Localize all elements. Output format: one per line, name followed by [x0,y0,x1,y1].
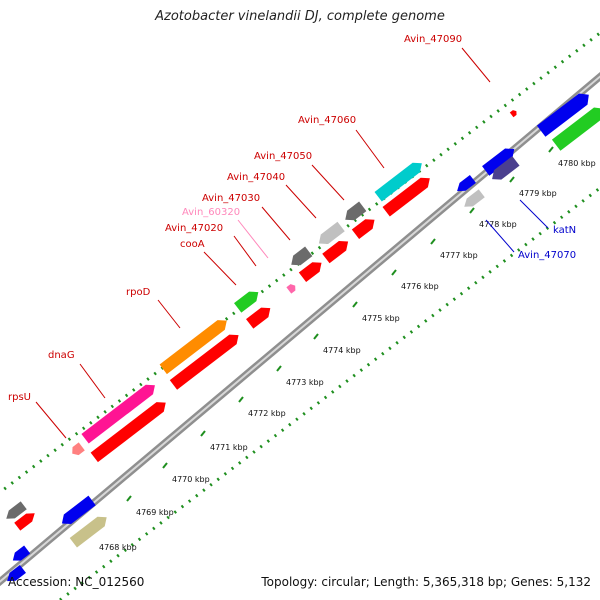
gene-label: Avin_60320 [182,207,240,218]
tick-mark [162,462,168,469]
tick-mark [391,269,397,276]
gene-arrow [12,545,31,561]
gene-arrow [536,93,589,137]
kbp-ticks: 4768 kbp 4769 kbp 4770 kbp 4771 kbp 4772 kbp… [89,146,596,552]
tick-mark [548,146,554,153]
leader-line [311,164,345,201]
gene-label: Avin_47090 [404,34,462,45]
leader-line [355,129,385,169]
gene-arrow [7,564,26,582]
gene-label: Avin_47050 [254,151,312,162]
tick-label: 4770 kbp [172,475,210,484]
tick-mark [238,396,244,403]
tick-label: 4776 kbp [401,282,439,291]
gene-label: Avin_47070 [518,250,576,261]
map-title: Azotobacter vinelandii DJ, complete geno… [155,9,445,24]
gene-label: cooA [180,239,205,250]
gene-arrow [246,307,271,329]
gene-label: Avin_47030 [202,193,260,204]
gene-arrow [492,156,520,180]
gene-arrow [61,495,96,525]
gene-label: Avin_47040 [227,172,285,183]
tick-label: 4775 kbp [362,314,400,323]
tick-label: 4777 kbp [440,251,478,260]
leader-line [261,206,291,241]
gene-arrow [234,291,259,313]
tick-mark [126,495,132,502]
gene-label: katN [553,225,576,236]
genome-backbone [0,72,600,587]
gene-arrow [551,107,600,151]
tick-dot-tracks [0,31,600,600]
backbone-line [0,72,600,587]
tick-label: 4772 kbp [248,409,286,418]
gene-arrow [90,402,166,463]
tick-label: 4774 kbp [323,346,361,355]
tick-mark [509,176,515,183]
leader-line [203,251,237,286]
tick-label: 4769 kbp [136,508,174,517]
leader-line [79,363,106,399]
gene-arrow [351,219,375,240]
label-leader-lines [35,47,549,439]
accession-text: Accession: NC_012560 [8,575,145,589]
gene-arrow [322,240,349,264]
gene-arrow [72,442,85,456]
gene-features [6,93,600,582]
gene-arrow [345,201,367,221]
gene-arrow [464,189,485,207]
tick-label: 4779 kbp [519,189,557,198]
gene-label: rpsU [8,392,31,403]
gene-arrow [159,320,227,375]
leader-line [285,184,317,219]
gene-label: Avin_47060 [298,115,356,126]
gene-label: rpoD [126,287,151,298]
gene-labels: rpsU dnaG rpoD cooA Avin_47020 Avin_60320 Avin… [8,34,576,403]
gene-arrow [291,246,313,266]
gene-label: Avin_47020 [165,223,223,234]
gene-arrow [14,513,35,531]
tick-mark [430,238,436,245]
gene-arrow [382,177,430,217]
leader-line [35,401,67,439]
gene-arrow [81,384,155,444]
gene-arrow [286,284,296,294]
gene-arrow [482,148,515,176]
gene-arrow [457,174,476,192]
gene-arrow [6,501,27,519]
tick-label: 4773 kbp [286,378,324,387]
tick-mark [200,430,206,437]
tick-label: 4768 kbp [99,543,137,552]
gene-arrow [298,262,322,283]
gene-arrow [169,334,239,390]
topology-summary-text: Topology: circular; Length: 5,365,318 bp… [261,575,591,589]
tick-mark [313,333,319,340]
leader-line [157,299,181,329]
tick-mark [469,207,475,214]
gene-arrow [318,221,345,245]
leader-line [519,199,549,229]
gene-arrow [509,110,517,118]
leader-line [485,219,515,253]
gene-arrow [69,516,107,548]
gene-arrow [374,162,422,202]
gene-label: dnaG [48,350,75,361]
leader-line [237,219,269,259]
tick-label: 4771 kbp [210,443,248,452]
tick-label: 4780 kbp [558,159,596,168]
leader-line [233,235,257,267]
outer-dot-track [0,31,600,495]
tick-label: 4778 kbp [479,220,517,229]
tick-mark [276,365,282,372]
tick-mark [352,301,358,308]
leader-line [461,47,491,83]
